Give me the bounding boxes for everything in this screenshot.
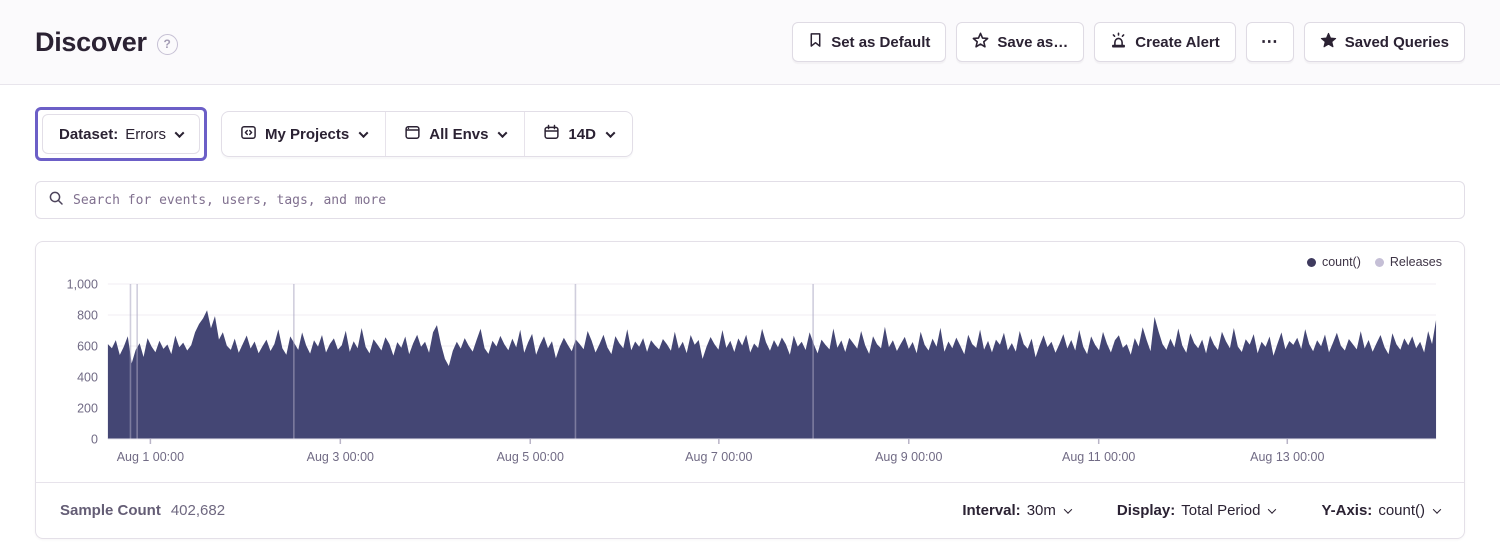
legend-item-count[interactable]: count() xyxy=(1306,255,1361,269)
footer-controls: Interval: 30m Display: Total Period Y-Ax… xyxy=(962,502,1442,519)
search-icon xyxy=(48,190,64,211)
svg-text:Aug 5 00:00: Aug 5 00:00 xyxy=(497,450,564,464)
svg-text:Aug 3 00:00: Aug 3 00:00 xyxy=(307,450,374,464)
saved-queries-button[interactable]: Saved Queries xyxy=(1303,22,1465,62)
svg-text:400: 400 xyxy=(77,370,98,384)
chart-area: 1,000 800 600 400 200 0 Aug 1 00:00 Aug 3 00:00… xyxy=(36,242,1464,464)
search-input[interactable] xyxy=(73,192,1452,208)
chevron-down-icon xyxy=(174,127,185,138)
siren-icon xyxy=(1110,31,1127,53)
yaxis-selector[interactable]: Y-Axis: count() xyxy=(1321,502,1442,519)
chevron-down-icon xyxy=(358,127,369,138)
date-range-filter[interactable]: 14D xyxy=(524,112,632,156)
svg-text:1,000: 1,000 xyxy=(67,277,98,291)
save-as-button[interactable]: Save as… xyxy=(956,22,1085,62)
set-as-default-button[interactable]: Set as Default xyxy=(792,22,947,62)
chevron-down-icon xyxy=(605,127,616,138)
window-icon xyxy=(404,124,421,145)
svg-text:Aug 1 00:00: Aug 1 00:00 xyxy=(117,450,184,464)
page-header: Discover ? Set as Default Save as… Creat… xyxy=(0,0,1500,85)
display-selector[interactable]: Display: Total Period xyxy=(1117,502,1277,519)
legend-item-releases[interactable]: Releases xyxy=(1374,255,1442,269)
environment-filter[interactable]: All Envs xyxy=(385,112,524,156)
chevron-down-icon xyxy=(1432,504,1442,514)
interval-selector[interactable]: Interval: 30m xyxy=(962,502,1073,519)
project-filter[interactable]: My Projects xyxy=(222,112,385,156)
releases-series-dot xyxy=(1374,257,1384,267)
svg-text:Aug 13 00:00: Aug 13 00:00 xyxy=(1250,450,1324,464)
count-series-dot xyxy=(1306,257,1316,267)
star-filled-icon xyxy=(1320,32,1337,53)
ellipsis-icon: ⋯ xyxy=(1260,32,1279,51)
bookmark-icon xyxy=(808,32,823,52)
events-chart-panel: count() Releases 1,000 800 600 400 200 0 Aug 1… xyxy=(35,241,1465,539)
svg-text:800: 800 xyxy=(77,308,98,322)
search-box[interactable] xyxy=(35,181,1465,219)
more-options-button[interactable]: ⋯ xyxy=(1245,22,1294,62)
title-wrap: Discover ? xyxy=(35,27,178,58)
header-actions: Set as Default Save as… Create Alert ⋯ S… xyxy=(792,22,1465,62)
chevron-down-icon xyxy=(1268,504,1277,514)
chart-legend: count() Releases xyxy=(1306,255,1442,269)
filter-bar: Dataset: Errors My Projects All Envs xyxy=(35,107,1465,161)
svg-text:Aug 9 00:00: Aug 9 00:00 xyxy=(875,450,942,464)
svg-text:600: 600 xyxy=(77,339,98,353)
star-outline-icon xyxy=(972,32,989,53)
help-icon[interactable]: ? xyxy=(156,33,178,55)
chevron-down-icon xyxy=(497,127,508,138)
chevron-down-icon xyxy=(1063,504,1073,514)
svg-text:Aug 7 00:00: Aug 7 00:00 xyxy=(685,450,752,464)
search-row xyxy=(35,181,1465,219)
svg-text:200: 200 xyxy=(77,401,98,415)
svg-text:Aug 11 00:00: Aug 11 00:00 xyxy=(1062,450,1135,464)
dataset-value: Errors xyxy=(125,125,167,143)
time-series-chart[interactable]: 1,000 800 600 400 200 0 Aug 1 00:00 Aug 3 00:00… xyxy=(36,276,1464,464)
create-alert-button[interactable]: Create Alert xyxy=(1094,22,1236,62)
svg-text:0: 0 xyxy=(91,432,98,446)
calendar-icon xyxy=(543,124,560,145)
sample-count-value: 402,682 xyxy=(170,502,226,519)
dataset-selector[interactable]: Dataset: Errors xyxy=(42,114,201,154)
main-content: Dataset: Errors My Projects All Envs xyxy=(0,85,1500,539)
page-title: Discover xyxy=(35,26,147,57)
sample-count: Sample Count 402,682 xyxy=(60,502,226,519)
project-icon xyxy=(240,124,257,145)
page-filter-group: My Projects All Envs 14D xyxy=(221,111,633,157)
dataset-highlight-ring: Dataset: Errors xyxy=(35,107,208,161)
chart-footer: Sample Count 402,682 Interval: 30m Displ… xyxy=(36,482,1464,538)
